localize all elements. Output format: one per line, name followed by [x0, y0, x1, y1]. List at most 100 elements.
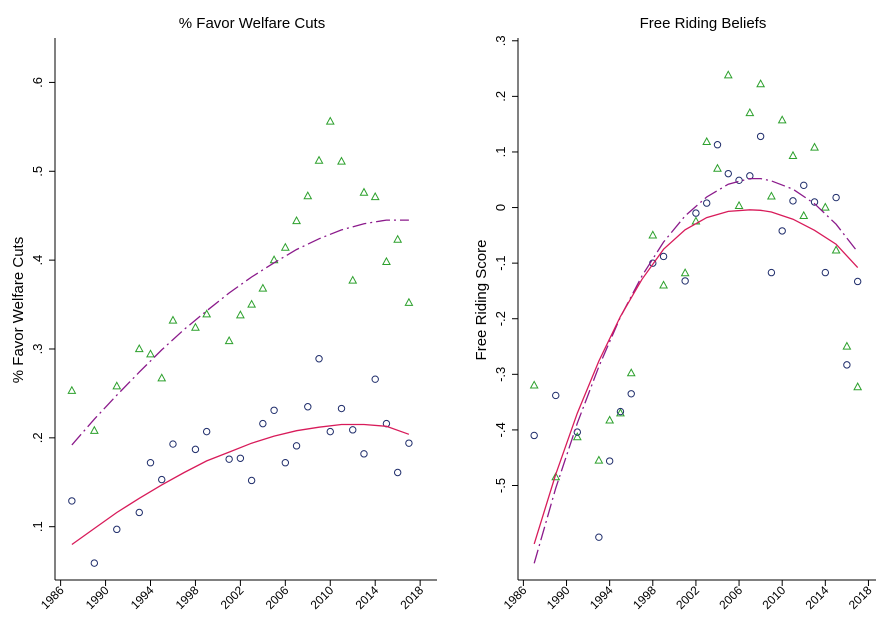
welfare-cuts-y-tick-label: .5	[30, 166, 45, 177]
welfare-cuts-x-tick-label: 1986	[38, 583, 67, 612]
free-riding-fit-line-solid	[533, 209, 859, 545]
free-riding-triangle-point	[680, 268, 690, 277]
welfare-cuts-y-tick-label: .2	[30, 432, 45, 443]
welfare-cuts-circle-point	[191, 445, 200, 454]
free-riding-circle-point	[810, 198, 819, 206]
free-riding-triangle-point	[572, 432, 582, 441]
free-riding-circle-point	[692, 209, 700, 217]
welfare-cuts-x-tick-label: 2006	[263, 583, 292, 612]
free-riding-triangle-point	[723, 70, 733, 79]
free-riding-circle-point	[735, 176, 743, 185]
welfare-cuts-axes	[54, 38, 437, 581]
welfare-cuts-triangle-point	[190, 322, 200, 331]
free-riding-y-ticks: .3 .2 .1 0 -.1 -.2 -.3 -.4 -.5	[493, 35, 518, 493]
free-riding-triangle-point	[648, 230, 658, 239]
free-riding-circle-point	[530, 431, 538, 440]
free-riding-triangle-point	[853, 382, 863, 391]
welfare-cuts-triangle-point	[303, 191, 313, 200]
welfare-cuts-y-ticks: .1 .2 .3 .4 .5 .6	[30, 77, 55, 532]
welfare-cuts-x-tick-label: 1994	[128, 583, 157, 612]
free-riding-circle-point	[605, 457, 614, 465]
free-riding-y-tick-label: .1	[493, 147, 508, 158]
free-riding-triangle-point	[842, 341, 852, 350]
welfare-cuts-triangle-point	[235, 310, 245, 319]
free-riding-y-tick-label: -.2	[493, 311, 508, 326]
welfare-cuts-triangle-point	[337, 156, 346, 165]
free-riding-triangle-point	[626, 368, 636, 377]
free-riding-circle-point	[552, 391, 560, 400]
free-riding-circle-point	[756, 132, 765, 141]
free-riding-circle-point	[724, 169, 732, 178]
welfare-cuts-circle-point	[304, 403, 312, 411]
welfare-cuts-fit-line-solid	[71, 423, 410, 546]
welfare-cuts-circle-point	[90, 559, 99, 567]
welfare-cuts-circle-point	[292, 442, 301, 450]
welfare-cuts-circle-point	[326, 427, 334, 436]
welfare-cuts-circle-point	[360, 450, 368, 458]
free-riding-circle-point	[800, 181, 808, 190]
free-riding-triangle-point	[659, 280, 669, 289]
free-riding-circle-point	[713, 141, 722, 149]
welfare-cuts-triangle-point	[247, 299, 257, 308]
welfare-cuts-triangle-point	[67, 385, 77, 394]
welfare-cuts-x-ticks: 1986 1990 1994 1998 2002 2006 2010 2014 2018	[38, 580, 426, 612]
free-riding-x-tick-label: 2018	[846, 583, 875, 612]
free-riding-circle-point	[821, 268, 830, 277]
welfare-cuts-circle-point	[236, 454, 245, 462]
welfare-cuts-fit-line-dash-dot	[71, 219, 409, 446]
welfare-cuts-y-axis-label: % Favor Welfare Cuts	[10, 237, 27, 383]
free-riding-fit-line-dash-dot	[533, 177, 859, 564]
free-riding-x-tick-label: 2002	[673, 583, 702, 612]
welfare-cuts-y-tick-label: .1	[30, 521, 45, 532]
free-riding-circle-point	[573, 428, 582, 436]
welfare-cuts-circle-point	[270, 406, 278, 414]
free-riding-triangle-point	[702, 136, 712, 146]
welfare-cuts-marks	[67, 116, 414, 567]
welfare-cuts-x-tick-label: 2002	[218, 583, 247, 612]
welfare-cuts-x-tick-label: 2018	[397, 583, 426, 612]
free-riding-triangle-point	[810, 142, 819, 151]
welfare-cuts-circle-point	[68, 497, 76, 505]
welfare-cuts-circle-point	[393, 468, 402, 477]
welfare-cuts-triangle-point	[202, 309, 212, 318]
welfare-cuts-triangle-point	[134, 343, 144, 353]
free-riding-circle-point	[832, 193, 840, 202]
welfare-cuts-triangle-point	[112, 381, 122, 390]
free-riding-triangle-point	[529, 380, 539, 389]
free-riding-y-tick-label: -.1	[493, 256, 508, 271]
free-riding-marks	[529, 70, 863, 564]
welfare-cuts-x-tick-label: 1990	[83, 583, 112, 612]
welfare-cuts-circle-point	[371, 375, 379, 383]
free-riding-x-ticks: 1986 1990 1994 1998 2002 2006 2010 2014 2018	[501, 580, 875, 612]
free-riding-x-tick-label: 2006	[716, 583, 745, 612]
free-riding-circle-point	[659, 252, 668, 261]
welfare-cuts-circle-point	[202, 427, 211, 436]
free-riding-y-tick-label: 0	[493, 204, 508, 211]
welfare-cuts-circle-point	[158, 475, 166, 484]
free-riding-axes	[517, 38, 876, 581]
free-riding-triangle-point	[820, 202, 830, 211]
free-riding-x-tick-label: 1986	[501, 583, 530, 612]
free-riding-circle-point	[616, 407, 625, 416]
free-riding-circle-point	[789, 197, 797, 205]
welfare-cuts-triangle-point	[258, 283, 268, 292]
free-riding-circle-point	[595, 533, 603, 541]
welfare-cuts-circle-point	[146, 459, 155, 467]
welfare-cuts-circle-point	[315, 355, 323, 363]
welfare-cuts-circle-point	[169, 440, 177, 448]
welfare-cuts-circle-point	[405, 439, 413, 447]
free-riding-triangle-point	[605, 415, 615, 424]
free-riding-circle-point	[843, 361, 851, 369]
welfare-cuts-x-tick-label: 2010	[308, 583, 337, 612]
welfare-cuts-y-tick-label: .6	[30, 77, 45, 88]
free-riding-triangle-point	[799, 210, 809, 219]
free-riding-y-axis-label: Free Riding Score	[473, 240, 490, 361]
free-riding-y-tick-label: -.3	[493, 367, 508, 382]
free-riding-circle-point	[853, 277, 862, 286]
welfare-cuts-y-tick-label: .3	[30, 344, 45, 355]
free-riding-triangle-point	[766, 191, 776, 200]
welfare-cuts-triangle-point	[292, 215, 302, 225]
welfare-cuts-circle-point	[349, 426, 357, 434]
free-riding-x-tick-label: 1998	[630, 583, 659, 612]
